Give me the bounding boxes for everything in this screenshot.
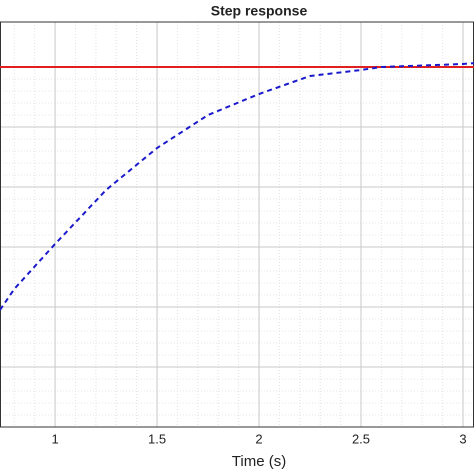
data-line: [0, 62, 474, 311]
x-tick-label: 1.5: [148, 431, 166, 446]
x-tick-label: 2: [255, 431, 262, 446]
plot-area: [0, 22, 474, 427]
x-tick-label: 1: [51, 431, 58, 446]
chart-title: Step response: [211, 3, 308, 19]
x-axis-label: Time (s): [232, 453, 286, 470]
x-tick-label: 3: [459, 431, 466, 446]
x-tick-label: 2.5: [352, 431, 370, 446]
